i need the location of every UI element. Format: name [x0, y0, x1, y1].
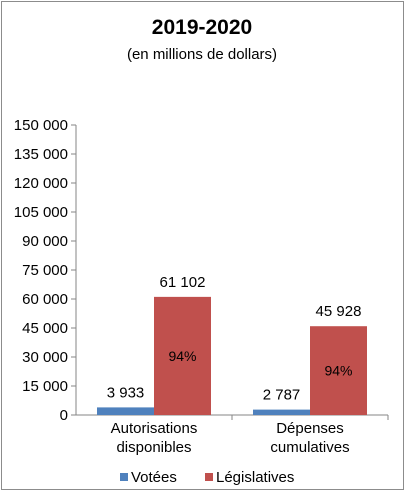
y-tick-label: 135 000: [14, 146, 68, 163]
y-tick-label: 105 000: [14, 204, 68, 221]
y-tick-label: 45 000: [22, 320, 68, 337]
legend-swatch: [205, 473, 213, 481]
legend-swatch: [120, 473, 128, 481]
legend-label: Législatives: [216, 469, 294, 486]
chart-title: 2019-2020: [152, 16, 252, 39]
bar: [154, 296, 211, 415]
data-label: 45 928: [316, 303, 362, 320]
y-tick-label: 0: [60, 407, 68, 424]
bars: 3 933 61 102 94% 2 787 45 928 94%: [97, 274, 367, 415]
y-tick-label: 120 000: [14, 175, 68, 192]
legend: Votées Législatives: [120, 469, 294, 486]
bar: [253, 409, 310, 415]
axes: 150 000 135 000 120 000 105 000 90 000 75 000…: [14, 117, 389, 456]
y-tick-label: 150 000: [14, 117, 68, 134]
x-tick-label: disponibles: [116, 439, 191, 456]
data-label: 61 102: [160, 274, 206, 291]
bar: [310, 326, 367, 415]
y-tick-label: 60 000: [22, 291, 68, 308]
data-label: 3 933: [107, 384, 145, 401]
y-tick-label: 30 000: [22, 349, 68, 366]
y-tick-label: 90 000: [22, 233, 68, 250]
data-label: 2 787: [263, 387, 301, 404]
x-tick-label: Autorisations: [111, 420, 198, 437]
legend-label: Votées: [131, 469, 177, 486]
bar-percent-label: 94%: [168, 348, 196, 364]
x-tick-label: cumulatives: [270, 439, 349, 456]
bar-percent-label: 94%: [324, 363, 352, 379]
x-tick-label: Dépenses: [276, 420, 344, 437]
y-tick-label: 15 000: [22, 378, 68, 395]
y-tick-label: 75 000: [22, 262, 68, 279]
bar: [97, 407, 154, 415]
chart-subtitle: (en millions de dollars): [127, 46, 277, 63]
